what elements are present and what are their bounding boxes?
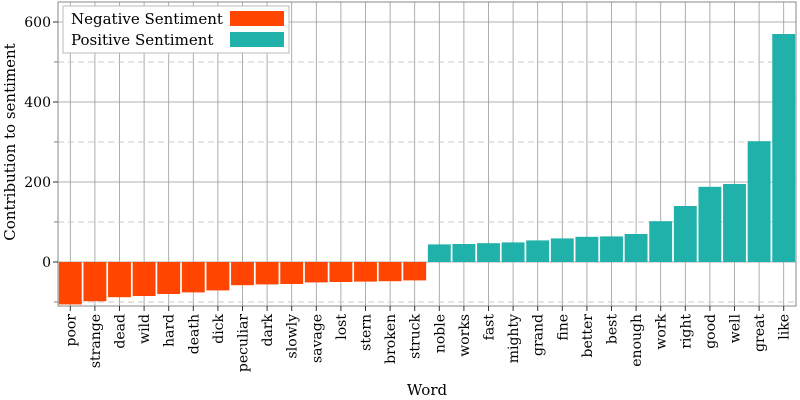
axis-layer: 0 200 400 600 poor strange dead wild hard death di… [24, 1, 797, 372]
x-tick-label: good [703, 314, 719, 349]
bar-savage [304, 262, 328, 283]
bar-great [747, 141, 771, 262]
bar-dick [206, 262, 230, 291]
bar-fine [550, 238, 574, 262]
x-tick-label: works [457, 314, 473, 357]
x-tick-label: dead [113, 314, 129, 349]
x-tick-label: grand [531, 314, 547, 356]
bar-mighty [501, 242, 525, 262]
bar-works [452, 244, 476, 262]
x-axis-title: Word [407, 381, 448, 399]
bar-lost [329, 262, 353, 282]
y-tick-label: 600 [24, 15, 51, 31]
bar-strange [83, 262, 107, 302]
bar-good [698, 186, 722, 262]
x-tick-label: work [654, 313, 670, 349]
x-tick-label: dick [211, 313, 227, 343]
bar-enough [624, 234, 648, 262]
bar-hard [157, 262, 181, 294]
x-tick-label: great [752, 314, 768, 352]
x-tick-label: lost [334, 314, 350, 340]
bar-like [772, 34, 796, 262]
x-tick-label: stern [359, 314, 375, 351]
bar-poor [58, 262, 82, 305]
bar-dead [108, 262, 131, 298]
x-tick-label: poor [63, 314, 79, 347]
bar-broken [378, 262, 402, 282]
bar-grand [526, 240, 550, 262]
y-tick-label: 200 [24, 175, 51, 191]
x-tick-label: broken [383, 314, 399, 364]
bar-dark [255, 262, 279, 285]
x-tick-label: peculiar [236, 314, 252, 372]
plot-frame [57, 1, 797, 307]
x-tick-label: fine [555, 314, 571, 341]
x-tick-label: right [678, 314, 694, 349]
bar-well [723, 184, 746, 262]
legend: Negative Sentiment Positive Sentiment [62, 5, 290, 54]
y-tick-label: 0 [42, 255, 51, 271]
x-tick-label: struck [408, 313, 424, 358]
legend-label-negative: Negative Sentiment [71, 10, 223, 28]
bar-better [575, 236, 599, 262]
bar-work [649, 221, 673, 262]
bar-wild [132, 262, 156, 296]
bar-best [600, 236, 623, 262]
legend-swatch-positive [230, 32, 284, 47]
x-tick-label: strange [88, 314, 104, 368]
x-tick-label: hard [162, 314, 178, 347]
bar-noble [427, 244, 451, 262]
x-tick-label: best [605, 314, 621, 344]
x-tick-label: like [777, 314, 793, 340]
bar-right [673, 206, 697, 262]
x-tick-label: better [580, 314, 596, 358]
y-tick-label: 400 [24, 95, 51, 111]
x-tick-label: noble [432, 314, 448, 353]
bar-fast [477, 243, 500, 262]
x-tick-label: dark [260, 313, 276, 346]
bar-peculiar [231, 262, 254, 286]
bar-struck [403, 262, 427, 281]
x-tick-label: enough [629, 314, 645, 367]
legend-label-positive: Positive Sentiment [71, 31, 213, 49]
x-tick-label: fast [482, 314, 498, 341]
bar-death [181, 262, 205, 293]
bar-layer [58, 34, 796, 305]
x-tick-label: well [728, 313, 744, 343]
x-tick-label: mighty [506, 314, 522, 363]
x-tick-label: savage [309, 314, 325, 363]
legend-swatch-negative [230, 11, 284, 26]
bar-slowly [280, 262, 304, 284]
y-axis-title: Contribution to sentiment [1, 43, 19, 240]
x-tick-label: slowly [285, 314, 301, 359]
x-tick-label: death [186, 314, 202, 354]
x-tick-label: wild [137, 314, 153, 344]
bar-stern [354, 262, 377, 282]
